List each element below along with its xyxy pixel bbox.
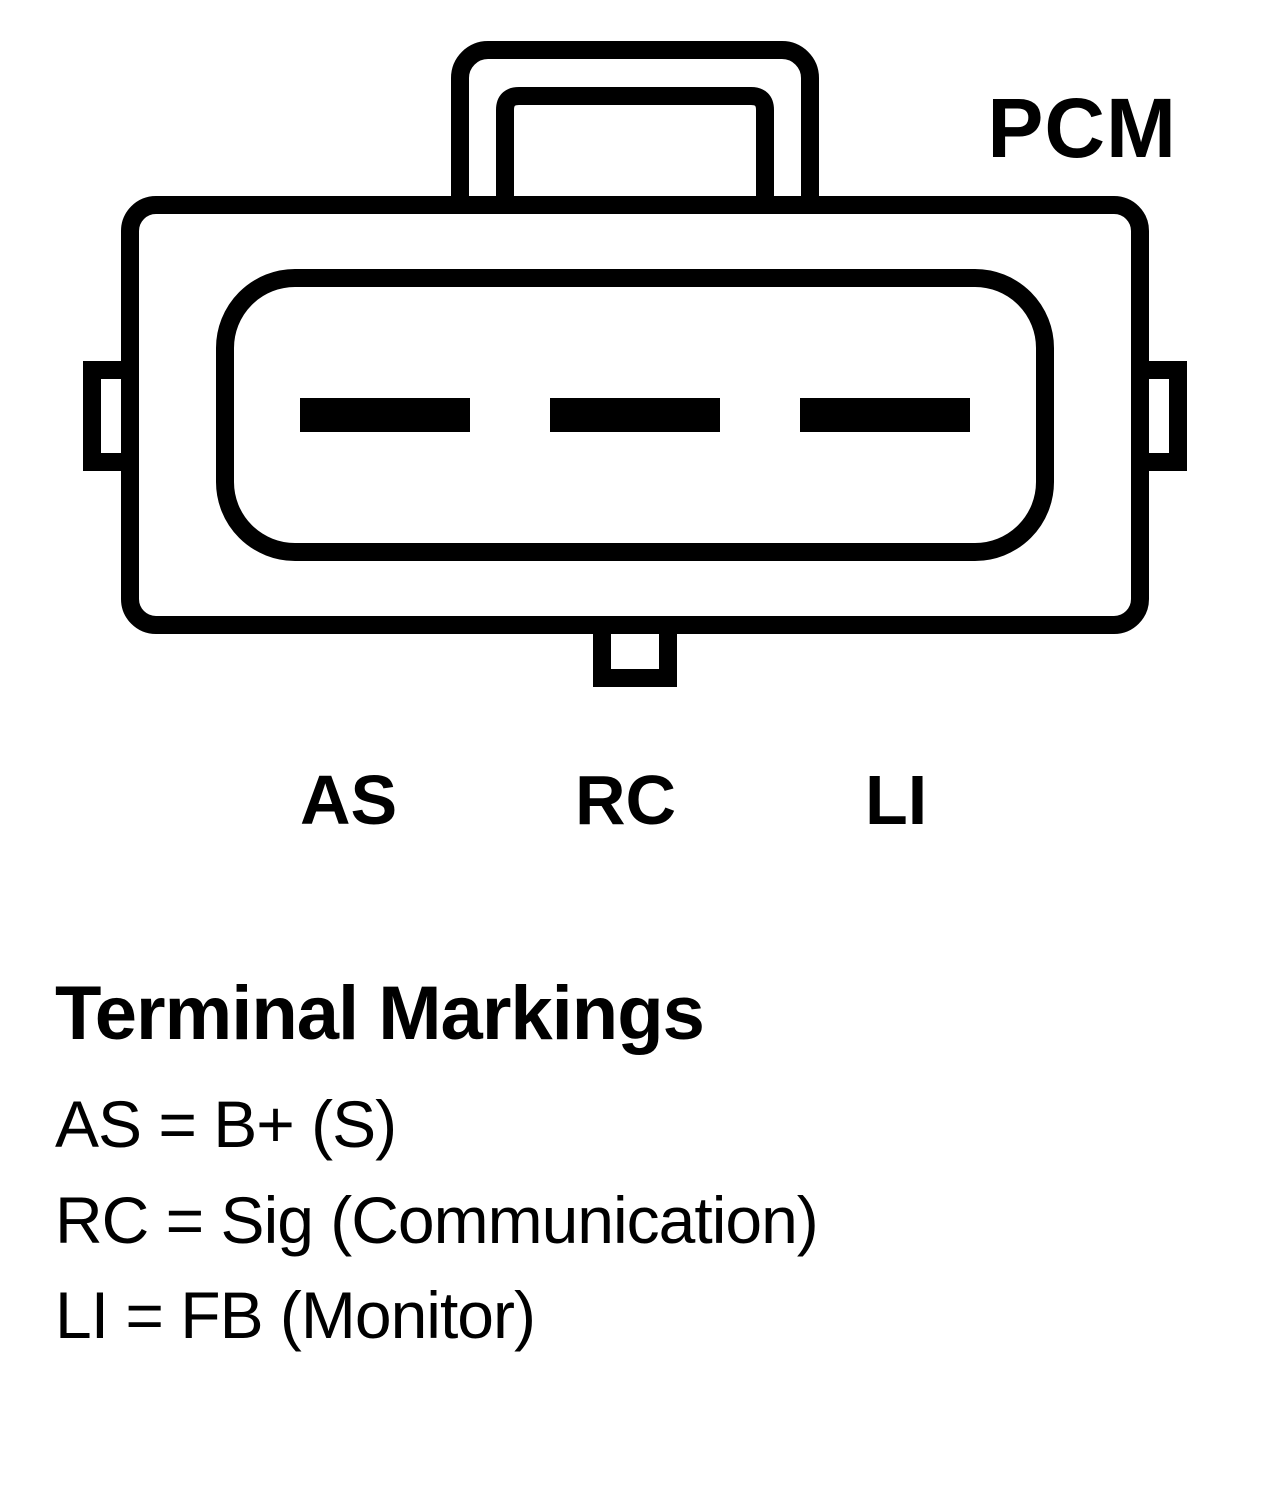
connector-diagram <box>0 0 1267 740</box>
legend-line-rc: RC = Sig (Communication) <box>55 1173 818 1269</box>
legend-title: Terminal Markings <box>55 970 818 1057</box>
legend-line-as: AS = B+ (S) <box>55 1077 818 1173</box>
pin-label-li: LI <box>865 760 927 840</box>
diagram-page: PCM AS RC LI Terminal Markings AS = B+ (… <box>0 0 1267 1500</box>
pin-label-rc: RC <box>575 760 676 840</box>
legend-block: Terminal Markings AS = B+ (S) RC = Sig (… <box>55 970 818 1364</box>
legend-line-li: LI = FB (Monitor) <box>55 1268 818 1364</box>
pin-label-as: AS <box>300 760 397 840</box>
